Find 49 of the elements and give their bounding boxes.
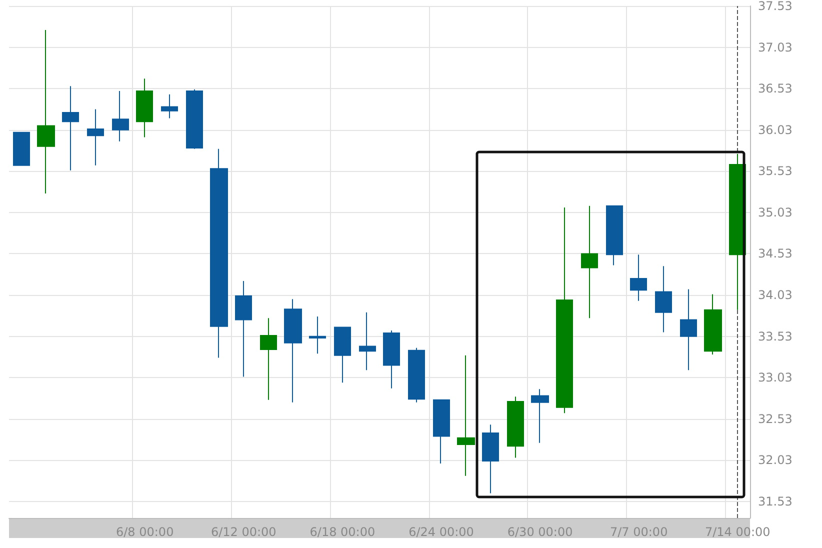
y-tick-label: 32.03 xyxy=(758,453,792,468)
x-tick-label: 6/8 00:00 xyxy=(116,525,174,539)
y-tick-label: 32.53 xyxy=(758,412,792,426)
candlestick xyxy=(507,396,524,458)
candlestick xyxy=(383,330,400,389)
candlestick xyxy=(556,206,573,414)
x-tick-label: 7/7 00:00 xyxy=(610,525,668,539)
candlestick xyxy=(112,90,129,142)
candlestick xyxy=(235,280,252,378)
x-tick-label: 6/24 00:00 xyxy=(408,525,474,539)
y-tick-label: 36.03 xyxy=(758,122,792,137)
candlestick xyxy=(210,148,228,358)
x-tick-label: 6/18 00:00 xyxy=(310,525,376,539)
candlestick xyxy=(630,254,647,302)
candlestick xyxy=(260,318,277,400)
y-tick-label: 37.53 xyxy=(758,0,792,13)
candlestick xyxy=(284,298,302,403)
x-tick-label: 6/12 00:00 xyxy=(210,525,276,539)
y-tick-label: 37.03 xyxy=(758,40,792,54)
y-tick-label: 34.03 xyxy=(758,288,792,302)
candlestick xyxy=(680,288,697,371)
candlestick xyxy=(606,205,623,266)
y-tick-label: 33.03 xyxy=(758,370,792,385)
candlestick xyxy=(186,88,203,150)
x-tick-label: 7/14 00:00 xyxy=(704,525,770,539)
y-tick-label: 34.53 xyxy=(758,246,792,261)
candlestick xyxy=(408,347,425,403)
candlestick xyxy=(37,29,55,194)
candlestick xyxy=(581,205,598,319)
y-tick-label: 35.53 xyxy=(758,164,792,178)
candlestick xyxy=(531,388,549,444)
candlestick xyxy=(655,266,672,333)
candlestick xyxy=(161,94,178,119)
candlestick xyxy=(334,326,351,384)
y-tick-label: 33.53 xyxy=(758,329,792,344)
y-tick-label: 36.53 xyxy=(758,82,792,96)
candlestick xyxy=(704,294,722,355)
candlestick xyxy=(309,316,326,354)
candlestick xyxy=(13,132,30,166)
candlestick xyxy=(359,312,376,371)
candlestick xyxy=(457,354,475,476)
y-tick-label: 31.53 xyxy=(758,494,792,508)
candlestick xyxy=(62,86,79,171)
y-tick-label: 35.03 xyxy=(758,205,792,220)
candlestick xyxy=(136,78,153,138)
x-tick-label: 6/30 00:00 xyxy=(507,525,573,539)
candlestick xyxy=(433,399,450,464)
candlestick xyxy=(87,108,104,166)
candlestick xyxy=(482,424,499,494)
